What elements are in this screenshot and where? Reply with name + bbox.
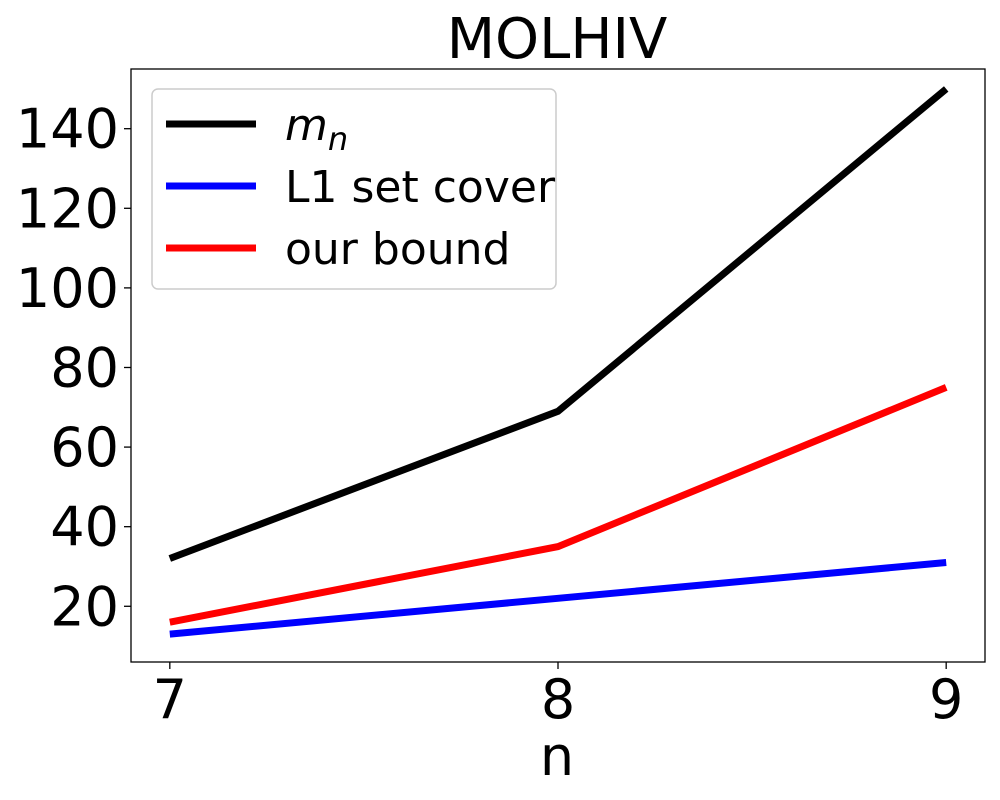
series-line-2 <box>169 384 948 626</box>
y-tick-label: 40 <box>50 496 119 559</box>
legend-box <box>151 88 557 290</box>
x-tick-label: 9 <box>929 668 963 731</box>
series-line-0 <box>168 86 949 562</box>
y-tick-label: 100 <box>16 257 119 320</box>
legend-label-0: mn <box>285 100 348 158</box>
y-tick-label: 20 <box>50 575 119 638</box>
y-tick-label: 80 <box>50 336 119 399</box>
chart-title: MOLHIV <box>447 7 668 72</box>
legend-label-1: L1 set cover <box>285 162 556 213</box>
y-tick-label: 60 <box>50 416 119 479</box>
y-tick-label: 140 <box>16 98 119 161</box>
series-layer <box>168 86 949 638</box>
y-tick-label: 120 <box>16 177 119 240</box>
x-tick-label: 8 <box>541 668 575 731</box>
x-tick-label: 7 <box>153 668 187 731</box>
series-line-1 <box>169 559 947 638</box>
y-axis: 20 40 60 80 100 120 140 <box>16 98 131 638</box>
x-axis: 7 8 9 <box>153 662 963 731</box>
legend-label-2: our bound <box>285 224 510 275</box>
x-axis-label: n <box>540 725 574 788</box>
